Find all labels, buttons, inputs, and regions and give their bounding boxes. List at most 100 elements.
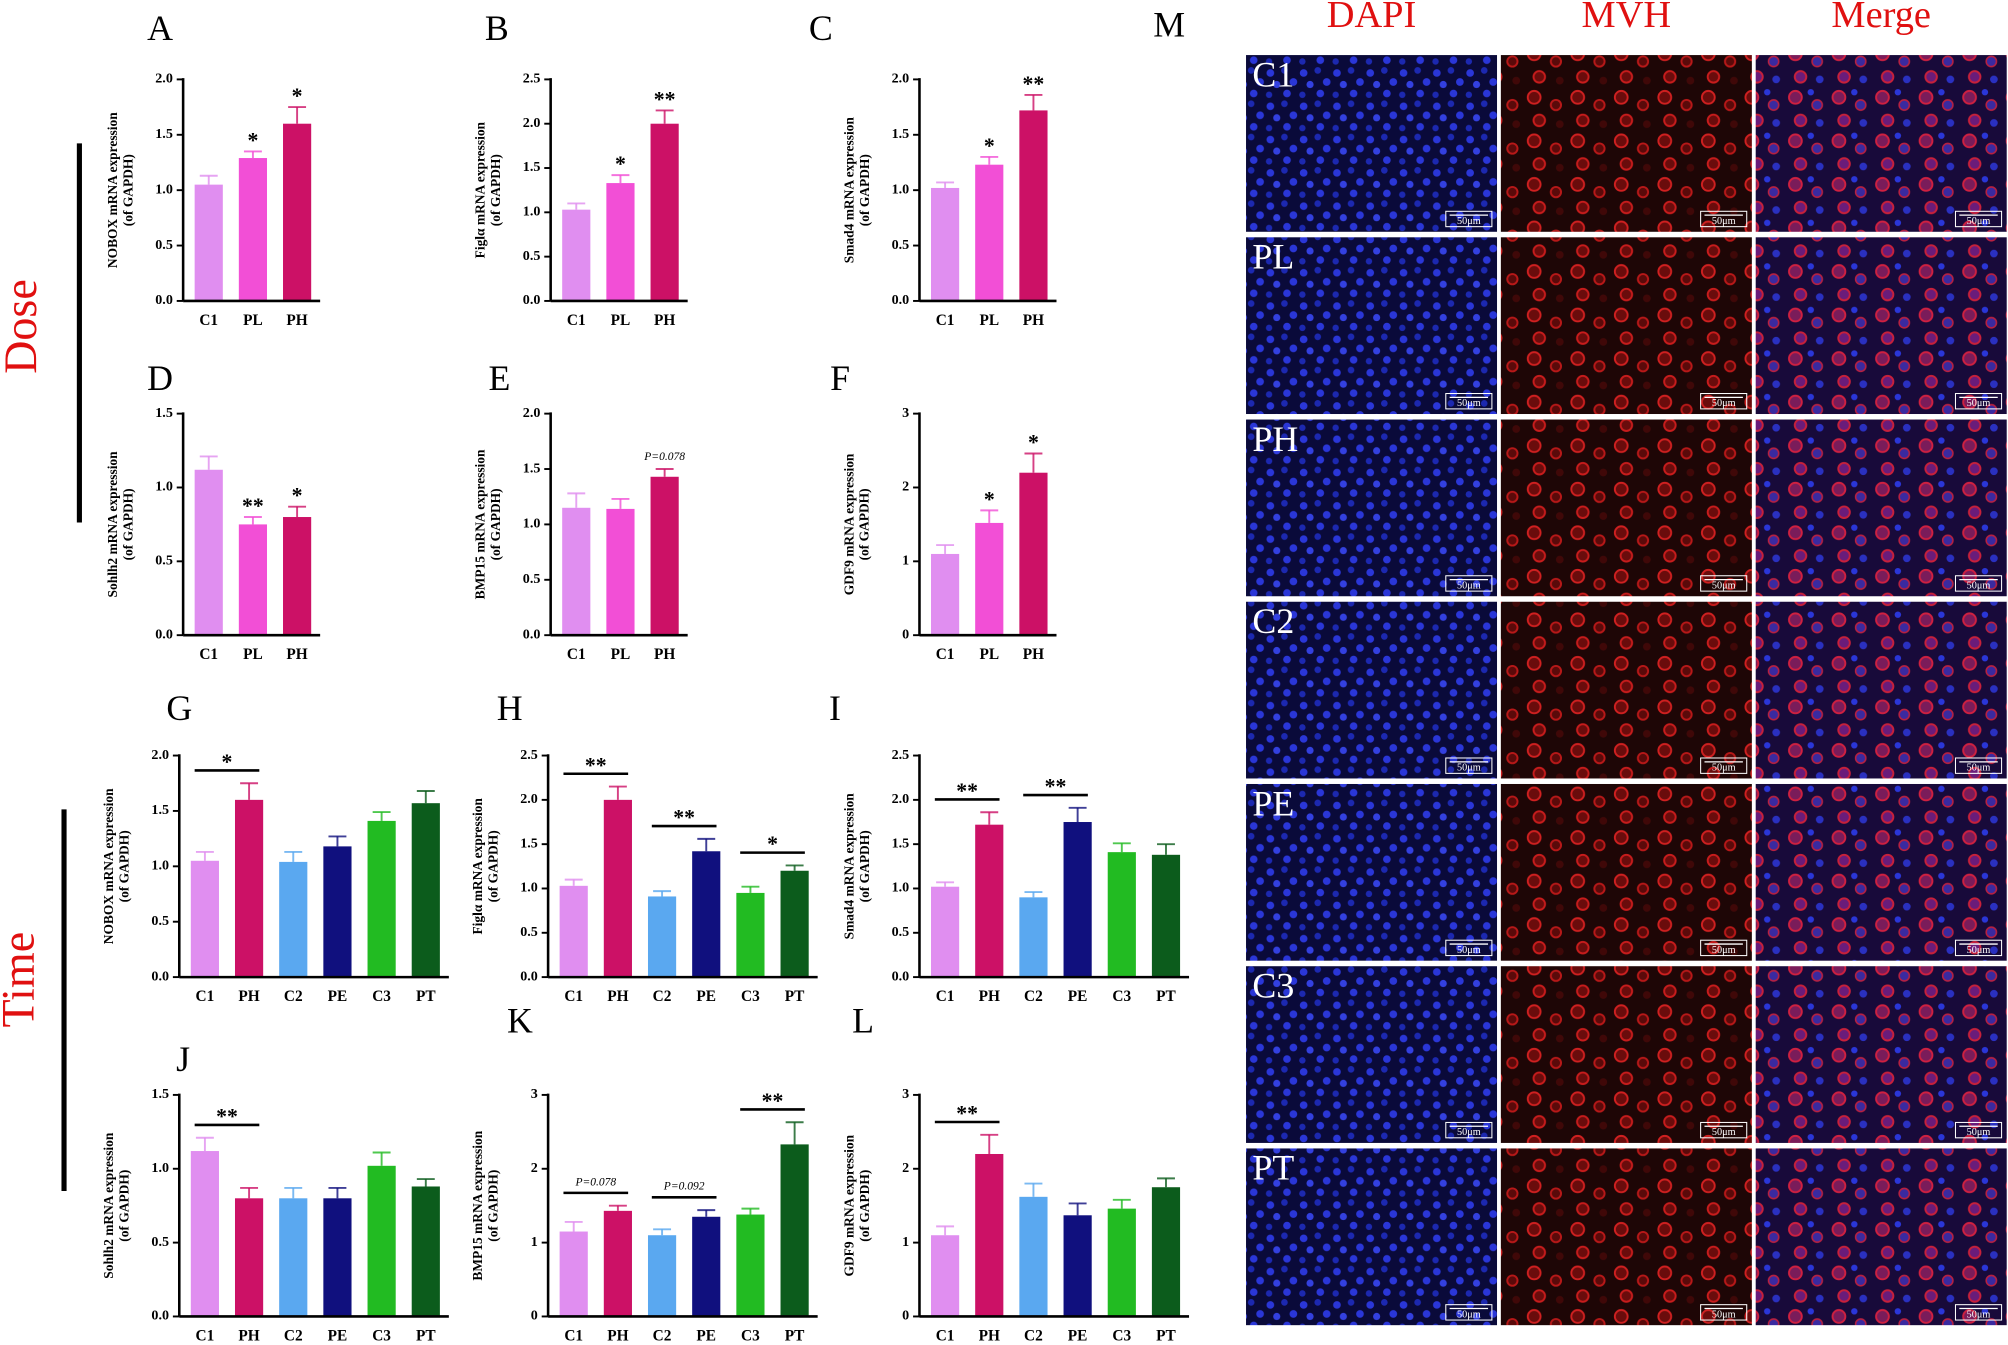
panel-letter: E [488, 358, 510, 398]
significance: * [615, 152, 626, 176]
x-tick-label: C1 [564, 1327, 583, 1344]
scale-bar-label: 50μm [1457, 763, 1481, 774]
bar [283, 123, 312, 301]
x-tick-label: C1 [199, 646, 218, 663]
comparison-label: ** [673, 806, 695, 830]
y-axis-label: Figlα mRNA expression [470, 798, 485, 935]
bar [190, 860, 219, 978]
bar [1151, 854, 1181, 978]
micrograph [1246, 601, 1498, 779]
y-axis-label: NOBOX mRNA expression [101, 788, 116, 944]
scale-bar-box [1700, 393, 1748, 410]
x-tick-label: C1 [567, 312, 586, 329]
scale-bar-label: 50μm [1712, 216, 1736, 227]
micrograph [1755, 55, 2007, 232]
x-tick-label: PT [785, 1327, 805, 1344]
significance: * [292, 84, 303, 108]
bar [283, 517, 312, 636]
panel-letter: G [166, 688, 192, 728]
bar [930, 1235, 960, 1317]
micrograph [1755, 601, 2007, 779]
bar [1063, 1215, 1092, 1317]
bar [367, 820, 396, 978]
x-tick-label: C2 [1024, 988, 1043, 1005]
y-tick-label: 1.5 [523, 460, 541, 476]
x-tick-label: PH [1023, 312, 1044, 329]
bar [562, 507, 591, 636]
panel-letter: H [497, 688, 523, 728]
bar [975, 522, 1004, 636]
y-axis-label: (of GAPDH) [117, 830, 132, 902]
micrograph [1246, 237, 1498, 415]
y-tick-label: 0.0 [151, 968, 169, 984]
y-axis-label: NOBOX mRNA expression [105, 112, 120, 268]
bar [1019, 472, 1048, 636]
y-tick-label: 1.5 [151, 802, 169, 818]
y-tick-label: 0.5 [892, 924, 910, 940]
scale-bar-label: 50μm [1457, 398, 1481, 409]
x-tick-label: PH [607, 988, 628, 1005]
y-tick-label: 0.5 [155, 553, 173, 569]
significance: ** [654, 87, 676, 111]
bar [234, 799, 264, 978]
y-tick-label: 2.0 [520, 791, 538, 807]
side-label: Dose [0, 279, 46, 374]
scale-bar-box [1445, 575, 1493, 592]
comparison-label: * [222, 750, 233, 774]
comparison-label: P=0.078 [574, 1176, 616, 1188]
y-tick-label: 0.0 [155, 626, 173, 642]
x-tick-label: PE [328, 988, 348, 1005]
scale-bar-label: 50μm [1712, 398, 1736, 409]
x-tick-label: C2 [653, 1327, 672, 1344]
comparison-label: ** [216, 1105, 238, 1129]
y-tick-label: 1.5 [892, 126, 910, 142]
y-axis-label: (of GAPDH) [857, 154, 872, 226]
scale-bar-label: 50μm [1967, 945, 1991, 956]
row-label: PL [1252, 237, 1294, 277]
y-tick-label: 1 [902, 1234, 909, 1250]
y-tick-label: 2.0 [892, 791, 910, 807]
y-tick-label: 1.0 [155, 181, 173, 197]
y-tick-label: 1.0 [151, 1160, 169, 1176]
micrograph [1500, 237, 1752, 415]
y-tick-label: 2 [902, 1160, 909, 1176]
bar [234, 1198, 264, 1317]
scale-bar-box [1700, 575, 1748, 592]
y-tick-label: 1.0 [523, 204, 541, 220]
x-tick-label: PH [979, 988, 1000, 1005]
scale-bar-box [1700, 210, 1748, 228]
x-tick-label: C1 [196, 1327, 215, 1344]
y-tick-label: 0.5 [892, 237, 910, 253]
y-tick-label: 0.0 [892, 968, 910, 984]
y-axis-label: Sohlh2 mRNA expression [101, 1132, 116, 1279]
bar [190, 1151, 219, 1317]
y-tick-label: 1.5 [155, 126, 173, 142]
x-tick-label: C1 [564, 988, 583, 1005]
y-axis-label: (of GAPDH) [120, 154, 135, 226]
x-tick-label: PH [654, 312, 675, 329]
x-tick-label: PH [979, 1327, 1000, 1344]
scale-bar-box [1700, 757, 1748, 774]
significance: ** [242, 494, 264, 518]
y-tick-label: 0.5 [523, 571, 541, 587]
scale-bar-box [1445, 1304, 1493, 1321]
bar [780, 1144, 809, 1317]
panel-letter: F [830, 358, 850, 398]
panel-letter: J [176, 1039, 190, 1079]
y-tick-label: 1.5 [151, 1086, 169, 1102]
scale-bar-box [1954, 757, 2003, 774]
scale-bar-label: 50μm [1967, 763, 1991, 774]
scale-bar-box [1954, 1304, 2003, 1321]
scale-bar-label: 50μm [1457, 945, 1481, 956]
y-tick-label: 0.0 [892, 292, 910, 308]
x-tick-label: C3 [372, 988, 391, 1005]
scale-bar-box [1954, 393, 2003, 410]
bar [1107, 852, 1136, 978]
bar [650, 123, 679, 301]
y-axis-label: GDF9 mRNA expression [841, 1134, 856, 1276]
y-axis-label: (of GAPDH) [857, 488, 872, 560]
row-label: PT [1252, 1148, 1294, 1188]
scale-bar-label: 50μm [1457, 216, 1481, 227]
scale-bar-box [1445, 210, 1493, 228]
